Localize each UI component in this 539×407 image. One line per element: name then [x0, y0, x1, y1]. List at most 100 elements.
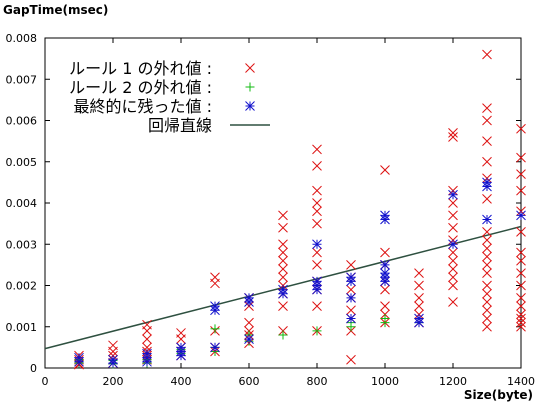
- y-tick-label: 0.007: [6, 73, 38, 86]
- data-point: [516, 210, 526, 221]
- legend-label: ルール 2 の外れ値 :: [69, 78, 212, 97]
- data-point: [516, 123, 526, 134]
- data-point: [380, 247, 390, 258]
- data-point: [482, 227, 492, 237]
- data-point: [142, 334, 152, 344]
- data-point: [448, 297, 458, 307]
- data-point: [482, 268, 492, 278]
- data-point: [346, 354, 356, 365]
- data-point: [346, 284, 356, 295]
- data-point: [108, 346, 118, 357]
- y-tick-label: 0.005: [6, 156, 38, 169]
- data-point: [516, 247, 526, 258]
- data-point: [380, 165, 390, 175]
- data-point: [516, 293, 526, 303]
- data-point: [210, 324, 220, 334]
- data-point: [414, 293, 424, 303]
- data-point: [516, 301, 526, 311]
- data-point: [482, 280, 492, 291]
- axes: 0 0.001 0.002 0.003 0.004 0.005 0.006 0.007 0.00…: [6, 32, 536, 388]
- data-point: [482, 103, 492, 113]
- data-point: [448, 247, 458, 258]
- data-point: [346, 322, 356, 332]
- data-point: [312, 239, 322, 250]
- data-point: [516, 255, 526, 266]
- data-point: [278, 272, 288, 283]
- x-axis-label: Size(byte): [463, 388, 533, 402]
- data-point: [380, 214, 390, 225]
- y-tick-label: 0: [30, 362, 37, 375]
- data-point: [278, 239, 288, 250]
- data-point: [482, 194, 492, 204]
- data-point: [346, 313, 356, 324]
- data-point: [482, 136, 492, 146]
- data-point: [312, 198, 322, 208]
- data-point: [278, 210, 288, 221]
- legend-label: 回帰直線: [148, 116, 212, 135]
- data-point: [346, 293, 356, 303]
- data-point: [278, 288, 288, 299]
- data-point: [448, 198, 458, 208]
- data-point: [414, 280, 424, 291]
- data-point: [142, 356, 152, 367]
- data-point: [74, 356, 84, 367]
- y-tick-label: 0.008: [6, 32, 38, 45]
- data-point: [278, 255, 288, 266]
- data-point: [482, 235, 492, 245]
- legend-marker: [245, 63, 255, 73]
- data-point: [244, 297, 254, 307]
- x-tick-label: 1200: [439, 375, 467, 388]
- data-point: [516, 227, 526, 237]
- data-point: [482, 313, 492, 324]
- legend-marker: [245, 82, 255, 92]
- data-point: [448, 280, 458, 291]
- data-point: [482, 243, 492, 254]
- data-point: [312, 284, 322, 295]
- data-point: [210, 342, 220, 353]
- data-point: [448, 222, 458, 233]
- data-point: [448, 132, 458, 142]
- data-point: [380, 301, 390, 311]
- data-point: [210, 278, 220, 289]
- data-point: [278, 222, 288, 233]
- data-point: [448, 239, 458, 250]
- data-point: [312, 247, 322, 258]
- data-point: [414, 317, 424, 328]
- data-point: [312, 144, 322, 155]
- data-point: [312, 218, 322, 229]
- data-point: [482, 156, 492, 167]
- data-point: [176, 334, 186, 344]
- data-point: [380, 260, 390, 270]
- data-point: [482, 181, 492, 192]
- data-point: [142, 326, 152, 336]
- data-point: [482, 321, 492, 332]
- data-point: [448, 255, 458, 266]
- data-point: [516, 185, 526, 196]
- y-tick-label: 0.006: [6, 115, 38, 128]
- data-point: [482, 288, 492, 299]
- x-tick-label: 200: [103, 375, 124, 388]
- data-point: [448, 210, 458, 221]
- data-point: [414, 268, 424, 278]
- data-point: [278, 330, 288, 340]
- data-point: [380, 318, 390, 328]
- data-point: [312, 185, 322, 196]
- legend: ルール 1 の外れ値 :ルール 2 の外れ値 :最終的に残った値 :回帰直線: [69, 59, 270, 135]
- data-point: [448, 272, 458, 283]
- data-point: [516, 268, 526, 278]
- data-point: [278, 247, 288, 258]
- data-point: [346, 305, 356, 316]
- data-point: [448, 264, 458, 274]
- data-point: [380, 284, 390, 295]
- data-point: [482, 260, 492, 270]
- data-point: [210, 305, 220, 316]
- y-tick-label: 0.004: [6, 197, 38, 210]
- data-point: [346, 276, 356, 287]
- series-3: [74, 177, 526, 368]
- data-point: [312, 161, 322, 171]
- legend-label: ルール 1 の外れ値 :: [69, 59, 212, 78]
- data-point: [482, 115, 492, 126]
- legend-marker: [245, 101, 255, 111]
- data-point: [278, 301, 288, 311]
